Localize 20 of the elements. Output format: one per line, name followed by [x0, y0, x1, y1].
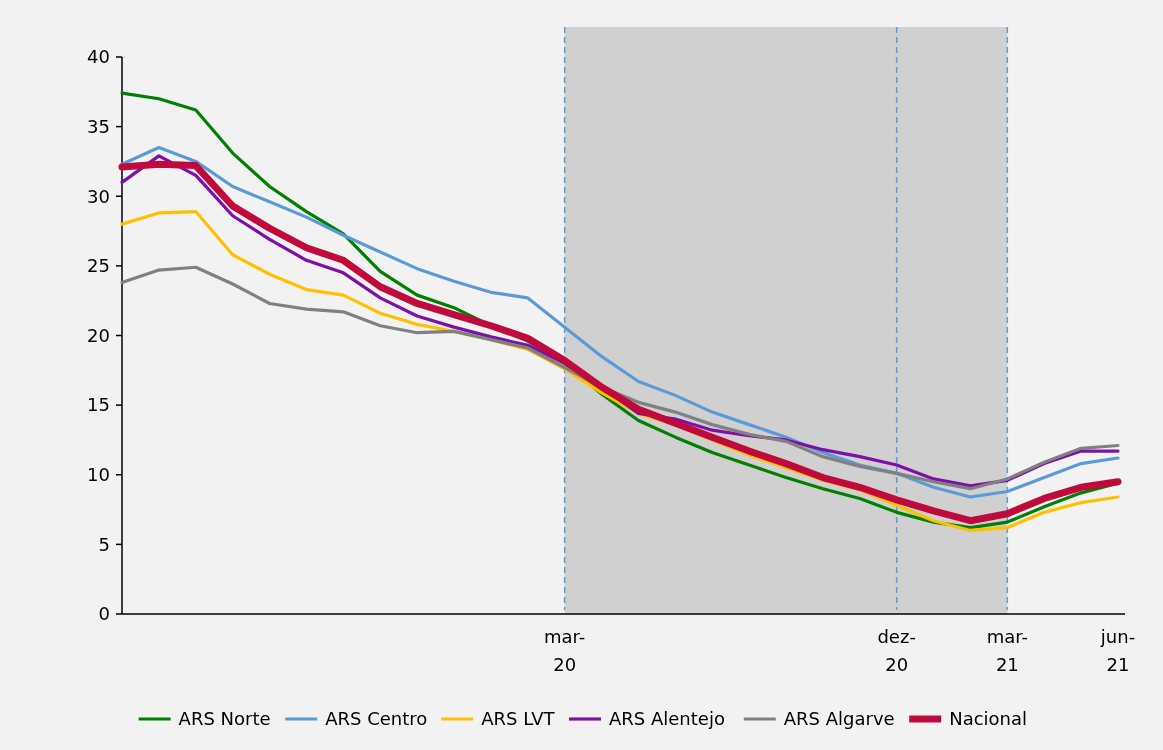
y-tick-label: 25 — [87, 255, 110, 277]
y-tick-label: 35 — [87, 115, 110, 137]
y-tick-label: 10 — [87, 464, 110, 486]
y-tick-label: 20 — [87, 324, 110, 346]
y-tick-label: 15 — [87, 394, 110, 416]
x-tick-label: jun-21 — [1099, 626, 1136, 675]
legend-label: ARS Centro — [325, 708, 428, 730]
legend-label: ARS Alentejo — [609, 708, 725, 730]
y-tick-label: 5 — [98, 533, 110, 555]
legend-label: ARS Algarve — [783, 708, 895, 730]
y-tick-label: 40 — [87, 46, 110, 68]
x-tick-label: dez-20 — [877, 626, 916, 675]
legend-label: ARS Norte — [178, 708, 271, 730]
legend-label: ARS LVT — [481, 708, 556, 730]
legend-label: Nacional — [949, 708, 1028, 730]
x-tick-label: mar-20 — [544, 626, 586, 675]
line-series — [120, 265, 1120, 491]
y-tick-label: 0 — [98, 603, 110, 625]
y-tick-label: 30 — [87, 185, 110, 207]
x-tick-label: mar-21 — [986, 626, 1028, 675]
